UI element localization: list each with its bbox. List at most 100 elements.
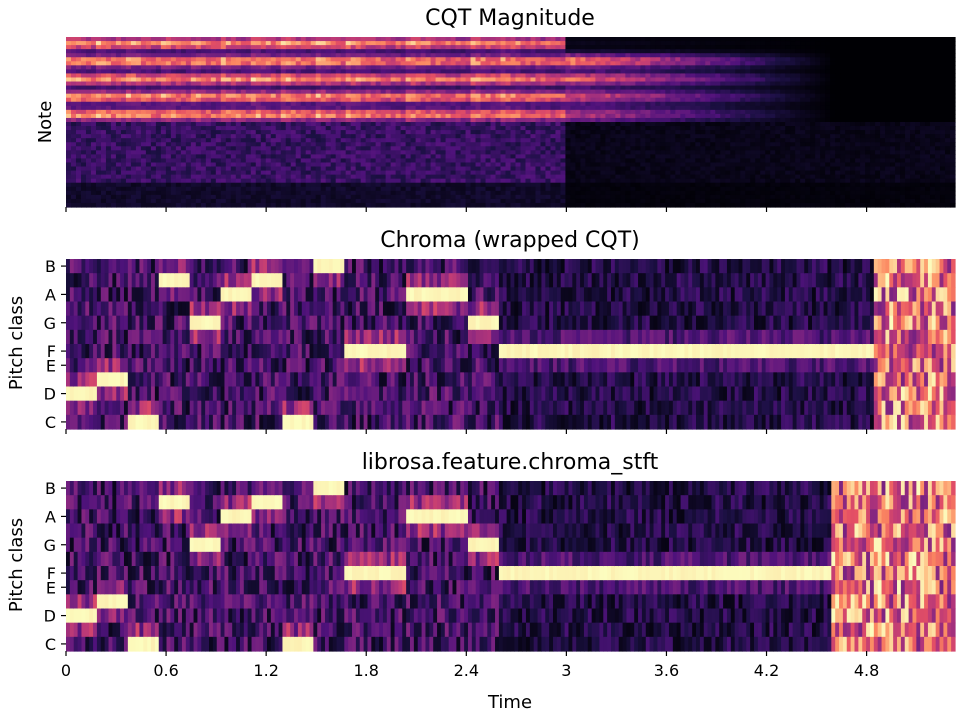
cqt-cell	[615, 57, 621, 62]
cqt-cell	[115, 105, 122, 111]
cqt-cell	[350, 170, 357, 176]
cqt-cell	[420, 162, 427, 168]
cqt-cell	[400, 37, 407, 42]
cqt-cell	[210, 93, 217, 99]
cqt-cell	[66, 138, 72, 143]
cqt-cell	[560, 81, 567, 87]
cqt-cell	[290, 101, 297, 107]
cqt-cell	[560, 170, 567, 176]
cqt-cell	[230, 130, 237, 135]
cqt-cell	[550, 142, 557, 147]
cqt-cell	[565, 105, 572, 111]
cqt-cell	[635, 49, 641, 54]
cqt-cell	[75, 202, 82, 208]
cqt-cell	[265, 122, 272, 127]
cqt-cell	[185, 105, 192, 111]
cqt-cell	[530, 97, 537, 103]
cqt-cell	[125, 142, 132, 147]
cqt-cell	[140, 49, 147, 54]
cqt-cell	[365, 93, 372, 99]
cqt-cell	[240, 126, 247, 131]
cqt-cell	[480, 57, 487, 62]
cqt-cell	[340, 182, 347, 188]
cqt-cell	[370, 69, 377, 75]
cqt-cell	[335, 134, 342, 139]
cqt-cell	[265, 190, 272, 196]
cqt-cell	[465, 186, 472, 192]
cqt-cell	[430, 93, 437, 99]
cqt-cell	[80, 166, 87, 172]
cqt-cell	[370, 154, 377, 160]
cqt-cell	[550, 198, 557, 204]
cqt-cell	[595, 146, 601, 151]
cqt-cell	[225, 49, 232, 54]
cqt-cell	[545, 41, 552, 46]
cqt-cell	[95, 97, 102, 103]
cqt-cell	[400, 61, 407, 66]
cqt-cell	[115, 113, 122, 119]
cqt-cell	[315, 73, 322, 79]
cqt-cell	[400, 126, 407, 131]
cqt-cell	[450, 178, 457, 184]
cqt-cell	[300, 154, 307, 160]
cqt-cell	[540, 89, 547, 95]
cqt-cell	[585, 122, 592, 127]
cqt-cell	[475, 105, 482, 111]
cqt-title: CQT Magnitude	[425, 6, 595, 31]
cqt-cell	[285, 61, 292, 66]
cqt-cell	[500, 190, 507, 196]
cqt-cell	[180, 61, 187, 66]
cqt-cell	[165, 77, 172, 83]
cqt-cell	[135, 61, 142, 66]
cqt-cell	[200, 61, 207, 66]
cqt-cell	[445, 182, 452, 188]
cqt-cell	[145, 142, 152, 147]
cqt-cell	[615, 93, 621, 99]
cqt-cell	[625, 61, 631, 66]
cqt-cell	[130, 41, 137, 46]
cqt-cell	[485, 130, 492, 135]
cqt-cell	[395, 146, 402, 151]
cqt-cell	[135, 77, 142, 83]
cqt-cell	[365, 202, 372, 208]
cqt-cell	[380, 134, 387, 139]
cqt-cell	[475, 37, 482, 42]
cqt-cell	[190, 65, 197, 70]
cqt-cell	[215, 81, 222, 87]
cqt-cell	[575, 41, 582, 46]
cqt-cell	[530, 138, 537, 143]
cqt-cell	[575, 77, 582, 83]
cqt-cell	[625, 146, 631, 151]
cqt-cell	[100, 101, 107, 107]
cqt-cell	[315, 158, 322, 164]
cqt-cell	[365, 69, 372, 75]
cqt-cell	[465, 113, 472, 119]
cqt-cell	[565, 109, 572, 115]
cqt-cell	[440, 174, 447, 180]
cqt-cell	[505, 186, 512, 192]
cqt-cell	[250, 85, 257, 91]
cqt-cell	[580, 81, 587, 87]
cqt-cell	[630, 142, 636, 147]
cqt-cell	[220, 93, 227, 99]
cqt-cell	[385, 154, 392, 160]
cqt-cell	[95, 113, 102, 119]
cqt-cell	[505, 101, 512, 107]
cqt-cell	[360, 166, 367, 172]
cqt-cell	[430, 174, 437, 180]
cqt-cell	[530, 126, 537, 131]
cqt-cell	[545, 162, 552, 168]
cqt-cell	[555, 97, 562, 103]
cqt-cell	[315, 89, 322, 95]
cqt-cell	[410, 85, 417, 91]
cqt-cell	[540, 202, 547, 208]
cqt-cell	[325, 57, 332, 62]
cqt-cell	[205, 93, 212, 99]
cqt-cell	[380, 190, 387, 196]
cqt-cell	[455, 45, 462, 50]
cqt-cell	[620, 198, 626, 204]
cqt-cell	[110, 146, 117, 151]
cqt-cell	[215, 122, 222, 127]
cqt-cell	[560, 166, 567, 172]
cqt-cell	[245, 77, 252, 83]
